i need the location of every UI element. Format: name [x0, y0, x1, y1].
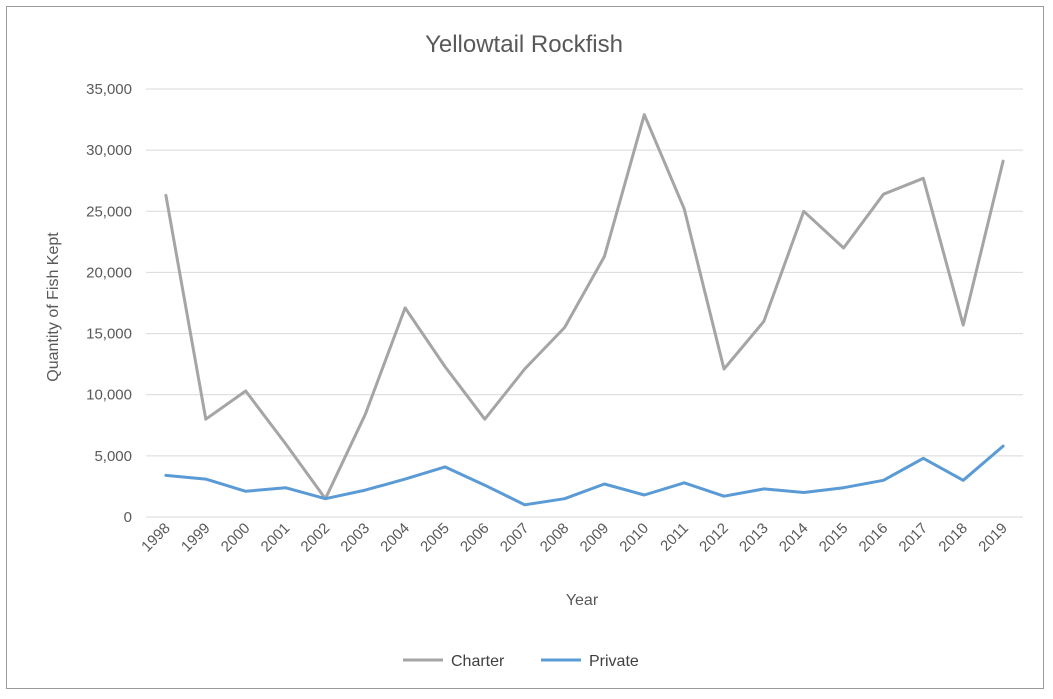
- x-tick-label: 2008: [537, 520, 573, 556]
- y-axis-title: Quantity of Fish Kept: [45, 232, 62, 382]
- x-tick-label: 2018: [935, 520, 971, 556]
- x-axis-ticks: 1998 1999 2000 2001 2002 2003 2004 2005 2006 2007…: [138, 520, 1011, 556]
- x-tick-label: 2019: [975, 520, 1011, 556]
- gridlines: [146, 88, 1023, 518]
- y-axis-ticks: 0 5,000 10,000 15,000 20,000 25,000 30,000 35,0…: [86, 81, 132, 526]
- chart-frame: Yellowtail Rockfish 0 5,000 10,000 15,000 20…: [6, 6, 1044, 689]
- y-tick-label: 30,000: [86, 142, 132, 159]
- x-tick-label: 2016: [856, 520, 892, 556]
- x-tick-label: 2009: [577, 520, 613, 556]
- x-tick-label: 2002: [298, 520, 334, 556]
- x-tick-label: 2006: [457, 520, 493, 556]
- line-chart: Yellowtail Rockfish 0 5,000 10,000 15,000 20…: [45, 31, 1023, 670]
- x-tick-label: 2010: [617, 520, 653, 556]
- series-line-charter: [164, 113, 1005, 501]
- legend: Charter Private: [403, 653, 639, 670]
- y-tick-label: 0: [124, 509, 132, 526]
- x-tick-label: 2017: [896, 520, 932, 556]
- y-tick-label: 25,000: [86, 203, 132, 220]
- legend-label-charter: Charter: [451, 653, 505, 670]
- x-axis-title: Year: [566, 592, 599, 609]
- y-tick-label: 5,000: [94, 448, 132, 465]
- legend-label-private: Private: [589, 653, 639, 670]
- series-lines: [164, 113, 1005, 507]
- x-tick-label: 2001: [258, 520, 294, 556]
- x-tick-label: 1998: [138, 520, 174, 556]
- y-tick-label: 15,000: [86, 326, 132, 343]
- x-tick-label: 2007: [497, 520, 533, 556]
- y-tick-label: 35,000: [86, 81, 132, 98]
- x-tick-label: 2013: [736, 520, 772, 556]
- series-line-private: [164, 444, 1005, 507]
- x-tick-label: 2014: [776, 520, 812, 556]
- x-tick-label: 2012: [696, 520, 732, 556]
- x-tick-label: 2005: [417, 520, 453, 556]
- x-tick-label: 2011: [657, 520, 692, 555]
- y-tick-label: 20,000: [86, 264, 132, 281]
- y-tick-label: 10,000: [86, 387, 132, 404]
- x-tick-label: 2000: [218, 520, 254, 556]
- chart-title: Yellowtail Rockfish: [425, 31, 623, 58]
- x-tick-label: 2004: [377, 520, 413, 556]
- x-tick-label: 1999: [178, 520, 214, 556]
- x-tick-label: 2003: [337, 520, 373, 556]
- x-tick-label: 2015: [816, 520, 852, 556]
